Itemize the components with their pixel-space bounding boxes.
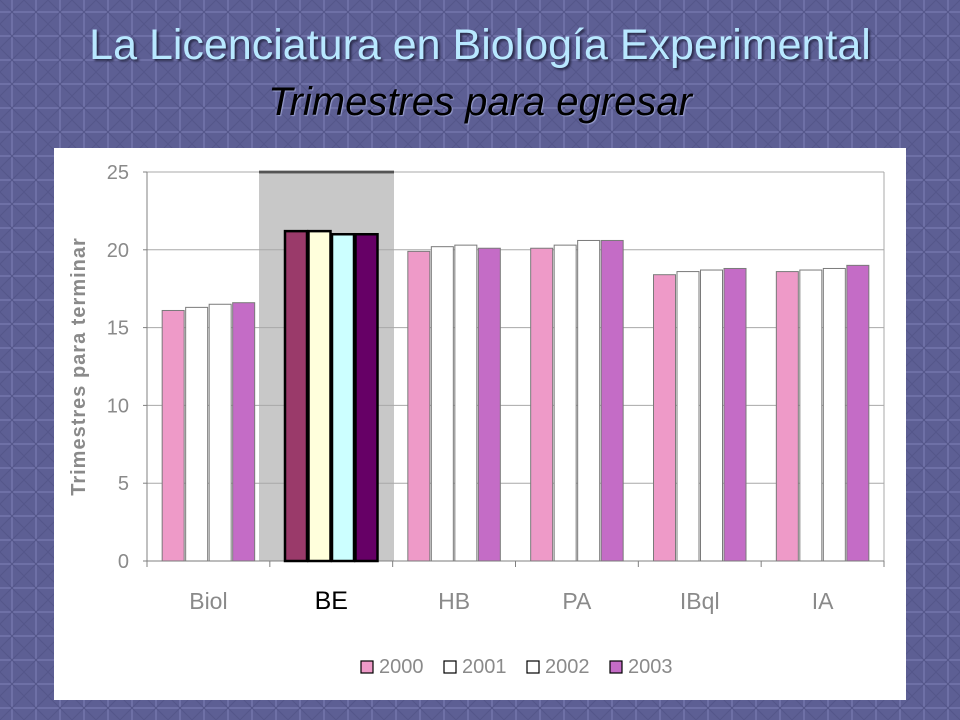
bar-Biol-2000 [161, 309, 185, 562]
slide-title: La Licenciatura en Biología Experimental [89, 21, 871, 69]
bar-HB-2000 [407, 250, 431, 562]
bar-IA-2000 [775, 271, 799, 562]
legend-swatch-2001 [443, 660, 457, 674]
legend-swatch-2000 [360, 660, 374, 674]
bar-IA-2003 [846, 264, 870, 562]
slide-subtitle: Trimestres para egresar [268, 80, 692, 124]
x-tick-label: IA [812, 588, 834, 614]
bar-chart: 0 5 10 15 20 25 Biol BE HB PA IBql IA Trimestres par… [68, 162, 885, 678]
bar-PA-2002 [577, 239, 601, 562]
y-tick-label: 5 [118, 473, 129, 495]
x-tick-label: BE [315, 587, 348, 615]
chart-panel: 0 5 10 15 20 25 Biol BE HB PA IBql IA Trimestres par… [54, 148, 906, 700]
x-tick-label: HB [438, 588, 470, 614]
bar-HB-2002 [454, 244, 478, 562]
bar-BE-2001 [307, 229, 332, 563]
bar-IBql-2003 [723, 267, 747, 562]
bar-Biol-2002 [208, 303, 232, 562]
legend-swatch-2002 [526, 660, 540, 674]
bar-HB-2001 [430, 246, 454, 562]
legend-label-2003: 2003 [628, 656, 673, 678]
bar-PA-2001 [553, 244, 577, 562]
y-tick-label: 10 [107, 395, 129, 417]
legend-label-2000: 2000 [379, 656, 424, 678]
y-tick-label: 15 [107, 318, 129, 340]
bar-BE-2002 [330, 232, 356, 563]
x-tick-label: PA [562, 588, 592, 614]
bar-IBql-2001 [676, 271, 700, 562]
bar-IBql-2002 [700, 269, 723, 562]
bar-HB-2003 [477, 247, 501, 562]
bar-BE-2000 [283, 229, 309, 563]
y-axis-label: Trimestres para terminar [68, 237, 90, 496]
legend-label-2002: 2002 [545, 656, 590, 678]
y-tick-label: 20 [107, 240, 129, 262]
legend-label-2001: 2001 [462, 656, 507, 678]
bar-IBql-2000 [653, 274, 676, 562]
x-tick-label: Biol [189, 588, 227, 614]
y-tick-label: 0 [118, 551, 129, 573]
x-tick-label: IBql [680, 588, 720, 614]
bar-IA-2001 [799, 269, 823, 562]
bar-Biol-2001 [185, 306, 209, 562]
bar-IA-2002 [822, 267, 846, 562]
y-tick-label: 25 [107, 162, 129, 184]
bar-PA-2003 [600, 239, 624, 562]
legend-swatch-2003 [609, 660, 623, 674]
bar-Biol-2003 [232, 302, 256, 562]
bar-BE-2003 [354, 232, 379, 563]
bar-PA-2000 [530, 247, 554, 562]
